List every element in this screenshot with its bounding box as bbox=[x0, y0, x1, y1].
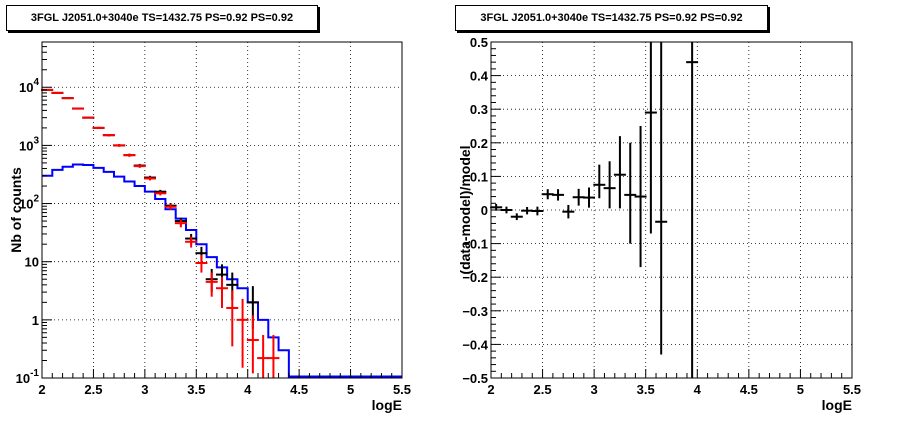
left-x-tick-label: 3.5 bbox=[187, 382, 205, 397]
right-x-axis-label: logE bbox=[822, 397, 852, 413]
left-y-tick-label: 1 bbox=[32, 313, 39, 328]
right-y-tick-label: 0.3 bbox=[470, 102, 488, 117]
right-chart-title: 3FGL J2051.0+3040e TS=1432.75 PS=0.92 PS… bbox=[455, 5, 768, 31]
right-x-tick-label: 4.5 bbox=[740, 382, 758, 397]
left-x-axis-label: logE bbox=[372, 397, 402, 413]
left-x-tick-label: 5.5 bbox=[393, 382, 411, 397]
left-y-tick-label: 10 bbox=[25, 255, 39, 270]
right-x-tick-label: 2 bbox=[487, 382, 494, 397]
right-y-tick-label: −0.5 bbox=[462, 371, 488, 386]
right-x-tick-label: 5.5 bbox=[843, 382, 861, 397]
right-y-tick-label: 0 bbox=[481, 203, 488, 218]
left-plot-area bbox=[41, 88, 402, 378]
left-x-tick-label: 2.5 bbox=[84, 382, 102, 397]
left-y-tick-label: 103 bbox=[19, 135, 39, 153]
left-axes: 2 2.5 3 3.5 4 4.5 5 5.5 10-1 1 10 102 103 104 bbox=[16, 46, 411, 397]
right-y-tick-label: −0.1 bbox=[462, 237, 488, 252]
right-y-tick-label: −0.2 bbox=[462, 270, 488, 285]
left-plot-frame bbox=[41, 41, 403, 379]
right-y-tick-label: 0.1 bbox=[470, 169, 488, 184]
left-x-tick-label: 3 bbox=[141, 382, 148, 397]
right-y-tick-label: 0.4 bbox=[470, 69, 489, 84]
left-x-tick-label: 2 bbox=[38, 382, 45, 397]
right-x-tick-label: 5 bbox=[797, 382, 804, 397]
left-grid bbox=[42, 42, 402, 378]
left-x-tick-label: 5 bbox=[347, 382, 354, 397]
left-x-tick-label: 4 bbox=[244, 382, 252, 397]
right-y-tick-label: −0.3 bbox=[462, 304, 488, 319]
left-y-axis-label: Nb of counts bbox=[8, 167, 24, 253]
right-plot-area bbox=[490, 42, 699, 378]
left-y-tick-label: 10-1 bbox=[16, 368, 40, 386]
right-axes: 2 2.5 3 3.5 4 4.5 5 5.5 −0.5 −0.4 −0.3 −0.2 −0.1 0 0.1… bbox=[462, 35, 861, 397]
right-y-tick-label: 0.5 bbox=[470, 35, 488, 50]
left-x-tick-label: 4.5 bbox=[290, 382, 308, 397]
left-y-tick-label: 102 bbox=[19, 194, 39, 212]
right-grid bbox=[491, 42, 852, 378]
left-chart-title: 3FGL J2051.0+3040e TS=1432.75 PS=0.92 PS… bbox=[6, 5, 318, 31]
left-y-tick-label: 104 bbox=[19, 77, 39, 95]
right-x-tick-label: 2.5 bbox=[534, 382, 552, 397]
right-y-tick-label: −0.4 bbox=[462, 337, 488, 352]
model-step-line bbox=[42, 163, 402, 378]
right-x-tick-label: 4 bbox=[694, 382, 702, 397]
right-x-tick-label: 3 bbox=[591, 382, 598, 397]
right-y-tick-label: 0.2 bbox=[470, 136, 488, 151]
right-x-tick-label: 3.5 bbox=[637, 382, 655, 397]
right-y-axis-label: (data-model)/model bbox=[457, 145, 473, 274]
